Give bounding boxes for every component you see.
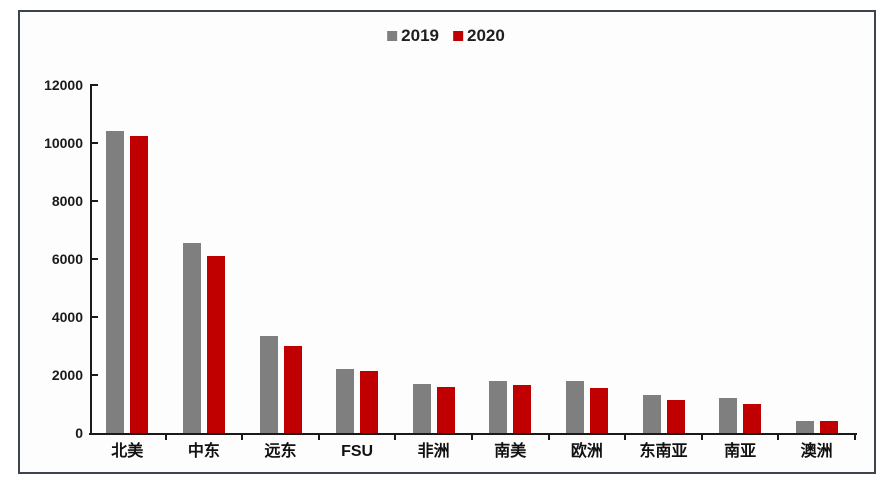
bar-2020-9: [820, 421, 838, 433]
x-tick-mark: [547, 435, 550, 440]
x-tick-mark: [777, 435, 780, 440]
y-axis-tick-label: 4000: [51, 309, 83, 325]
x-axis-category-label: 中东: [187, 443, 220, 460]
legend-item-2020: 2020: [453, 27, 505, 44]
y-axis-tick-label: 10000: [44, 135, 83, 151]
bar-2019-0: [106, 131, 124, 433]
bar-2020-1: [207, 256, 225, 433]
x-tick-mark: [624, 435, 627, 440]
bar-2020-7: [667, 400, 685, 433]
bar-2019-8: [719, 398, 737, 433]
x-axis-category-label: FSU: [341, 443, 374, 460]
bar-2019-6: [566, 381, 584, 433]
x-tick-mark: [700, 435, 703, 440]
x-tick-mark: [854, 435, 856, 440]
bar-2020-6: [590, 388, 608, 433]
x-tick-mark: [317, 435, 320, 440]
x-axis-category-label: 南亚: [724, 443, 757, 460]
bar-2019-1: [183, 243, 201, 433]
legend-label: 2019: [401, 26, 439, 45]
y-axis-tick-label: 0: [75, 425, 83, 441]
y-axis-tick-label: 2000: [51, 367, 83, 383]
y-axis-line: [90, 84, 92, 435]
y-tick-mark: [92, 84, 98, 86]
bar-2020-4: [437, 387, 455, 433]
bar-2019-5: [489, 381, 507, 433]
legend-item-2019: 2019: [387, 27, 439, 44]
y-axis-tick-label: 6000: [51, 251, 83, 267]
x-tick-mark: [394, 435, 397, 440]
x-tick-mark: [164, 435, 167, 440]
x-axis-category-label: 东南亚: [639, 443, 688, 460]
bar-2019-9: [796, 421, 814, 433]
legend-swatch-icon: [453, 30, 463, 41]
x-tick-mark: [241, 435, 244, 440]
bar-2019-7: [643, 395, 661, 433]
bar-2020-5: [513, 385, 531, 433]
y-axis-tick-label: 8000: [51, 193, 83, 209]
bar-2019-3: [336, 369, 354, 433]
y-tick-mark: [92, 142, 98, 144]
x-axis-category-label: 远东: [264, 443, 297, 460]
x-tick-mark: [471, 435, 473, 440]
x-axis-category-label: 南美: [494, 443, 527, 460]
y-tick-mark: [92, 316, 98, 318]
y-axis-tick-label: 12000: [44, 77, 83, 93]
x-axis-category-label: 澳洲: [800, 443, 833, 460]
x-axis-category-label: 北美: [111, 443, 144, 460]
x-axis-category-label: 非洲: [417, 443, 450, 460]
bar-2020-0: [130, 136, 148, 433]
bar-2019-4: [413, 384, 431, 433]
legend-swatch-icon: [387, 30, 398, 41]
bar-2020-8: [743, 404, 761, 433]
chart-legend: 2019 2020: [387, 27, 505, 44]
bar-2019-2: [260, 336, 278, 433]
bar-2020-3: [360, 371, 378, 433]
x-axis-category-label: 欧洲: [570, 443, 603, 460]
legend-label: 2020: [467, 26, 505, 45]
y-tick-mark: [92, 200, 98, 202]
y-tick-mark: [92, 374, 98, 376]
x-axis-line: [89, 433, 857, 435]
bar-2020-2: [284, 346, 302, 433]
y-tick-mark: [92, 258, 98, 260]
